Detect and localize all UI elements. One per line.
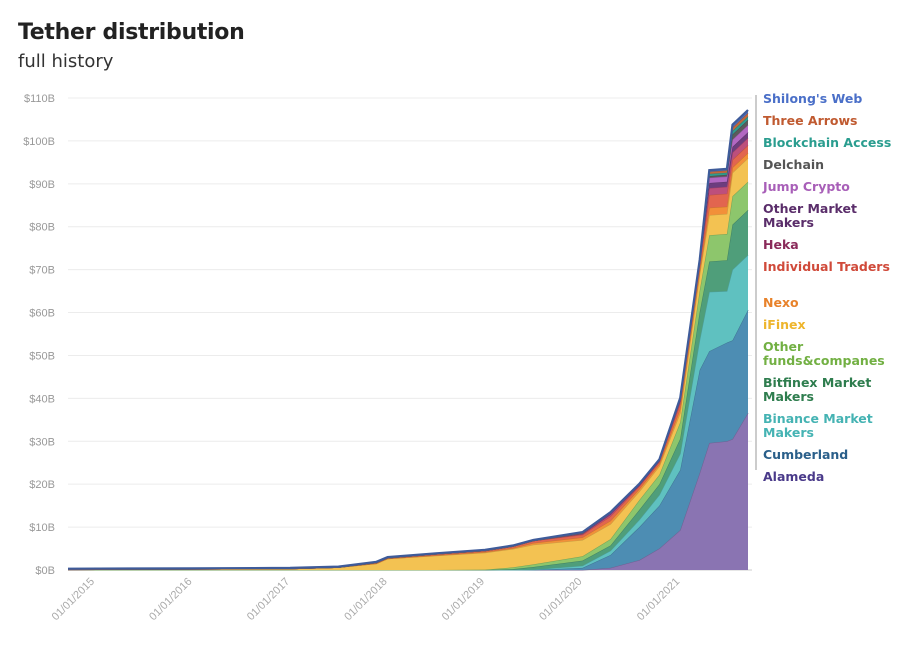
- legend-item-heka[interactable]: Heka: [763, 237, 799, 252]
- legend-item-shilong-s-web[interactable]: Shilong's Web: [763, 91, 863, 106]
- chart-title: Tether distribution: [18, 20, 245, 45]
- legend-item-binance-market-makers[interactable]: Binance Market Makers: [763, 411, 873, 440]
- y-axis: $0B $10B $20B $30B $40B $50B $60B $70B $80B $90B $…: [23, 93, 55, 577]
- area-edge-line: [67, 109, 749, 570]
- legend-item-jump-crypto[interactable]: Jump Crypto: [763, 179, 850, 194]
- legend-item-delchain[interactable]: Delchain: [763, 157, 825, 172]
- x-tick-label: 01/01/2016: [147, 576, 194, 623]
- legend-item-ifinex[interactable]: iFinex: [763, 317, 806, 332]
- chart-subtitle: full history: [18, 51, 114, 72]
- y-tick-label: $60B: [29, 308, 55, 320]
- legend-item-other-market-makers[interactable]: Other Market Makers: [763, 201, 857, 230]
- legend-item-three-arrows[interactable]: Three Arrows: [763, 113, 858, 128]
- y-tick-label: $80B: [29, 222, 55, 234]
- area-cumberland: [68, 310, 748, 570]
- y-tick-label: $70B: [29, 265, 55, 277]
- legend-item-blockchain-access[interactable]: Blockchain Access: [763, 135, 892, 150]
- x-tick-label: 01/01/2021: [635, 576, 682, 623]
- y-tick-label: $50B: [29, 350, 55, 362]
- areas: [67, 109, 749, 571]
- y-tick-label: $90B: [29, 179, 55, 191]
- y-tick-label: $40B: [29, 393, 55, 405]
- legend-item-cumberland[interactable]: Cumberland: [763, 447, 849, 462]
- area-alameda: [68, 413, 748, 570]
- y-tick-label: $110B: [24, 93, 55, 105]
- x-tick-label: 01/01/2018: [342, 576, 389, 623]
- legend-item-nexo[interactable]: Nexo: [763, 295, 799, 310]
- x-axis: 01/01/2015 01/01/2016 01/01/2017 01/01/2018…: [50, 576, 683, 623]
- legend-item-other-funds-companes[interactable]: Other funds&companes: [763, 339, 885, 368]
- x-tick-label: 01/01/2019: [440, 576, 487, 623]
- legend-item-individual-traders[interactable]: Individual Traders: [763, 259, 890, 274]
- y-tick-label: $30B: [29, 436, 55, 448]
- y-tick-label: $20B: [29, 479, 55, 491]
- y-tick-label: $100B: [23, 136, 55, 148]
- legend-item-bitfinex-market-makers[interactable]: Bitfinex Market Makers: [763, 375, 872, 404]
- y-tick-label: $10B: [29, 522, 55, 534]
- x-tick-label: 01/01/2017: [245, 576, 292, 623]
- x-tick-label: 01/01/2015: [50, 576, 97, 623]
- y-tick-label: $0B: [35, 565, 55, 577]
- x-tick-label: 01/01/2020: [537, 576, 584, 623]
- legend-item-alameda[interactable]: Alameda: [763, 469, 825, 484]
